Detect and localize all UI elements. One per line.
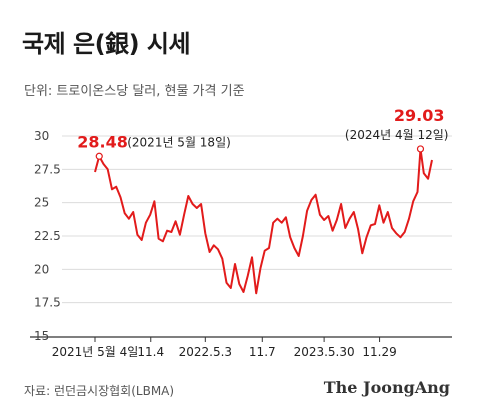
series-line <box>94 147 433 295</box>
unit-label: 단위: 트로이온스당 달러, 현물 가격 기준 <box>24 84 245 99</box>
y-tick-label: 27.5 <box>34 162 61 176</box>
y-tick-label: 17.5 <box>34 296 61 310</box>
x-tick-label: 11.7 <box>249 345 276 359</box>
annotation-value: 29.03 <box>394 106 445 125</box>
x-tick-label: 2021년 5월 4일 <box>52 345 139 359</box>
annotation-value: 28.48 <box>77 132 128 151</box>
x-axis-ticks: 2021년 5월 4일 11.4 2022.5.3 11.7 2023.5.30 11.2… <box>52 337 397 359</box>
annotation-date: (2024년 4월 12일) <box>345 128 449 142</box>
grid-layer <box>30 135 452 338</box>
y-tick-label: 25 <box>34 196 49 210</box>
series-layer <box>94 147 433 295</box>
x-tick-label: 11.4 <box>137 345 164 359</box>
x-tick-label: 11.29 <box>362 345 396 359</box>
y-tick-label: 15 <box>34 329 49 343</box>
x-tick-label: 2022.5.3 <box>179 345 232 359</box>
peak-marker <box>416 145 425 153</box>
y-tick-label: 22.5 <box>34 229 61 243</box>
y-tick-label: 20 <box>34 262 49 276</box>
y-tick-label: 30 <box>34 129 49 143</box>
x-tick-label: 2023.5.30 <box>294 345 355 359</box>
source-note: 자료: 런던금시장협회(LBMA) <box>24 384 175 398</box>
y-axis-ticks: 30 27.5 25 22.5 20 17.5 15 <box>34 129 61 343</box>
annotation-layer: 28.48 (2021년 5월 18일) 29.03 (2024년 4월 12일) <box>77 106 449 160</box>
brand-logo: The JoongAng <box>323 378 450 397</box>
peak-marker <box>95 152 103 160</box>
chart-title: 국제 은(銀) 시세 <box>22 30 191 58</box>
annotation-date: (2021년 5월 18일) <box>127 135 231 149</box>
